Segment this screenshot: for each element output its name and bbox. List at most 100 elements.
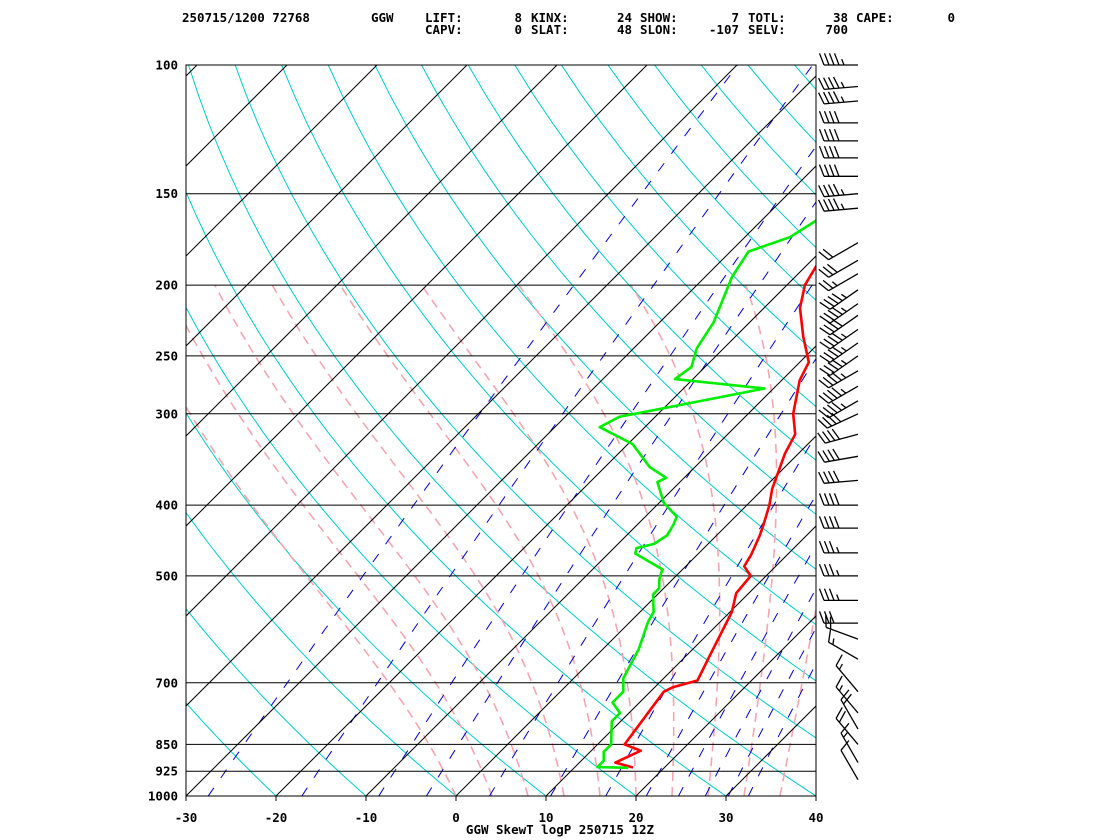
wind-barb — [818, 53, 858, 66]
isotherm — [186, 65, 738, 617]
wind-barb — [819, 355, 859, 376]
capv-label: CAPV: — [425, 22, 463, 37]
wind-barb — [817, 428, 859, 444]
pressure-tick-label: 850 — [155, 737, 178, 752]
mixing-ratio-line — [645, 494, 816, 796]
wind-barb — [819, 328, 859, 350]
dry-adiabat — [281, 65, 816, 682]
dry-adiabat — [560, 65, 816, 354]
wind-barb — [835, 707, 859, 745]
dry-adiabat — [186, 702, 277, 796]
pressure-tick-label: 500 — [155, 568, 178, 583]
kinx-value: 24 — [616, 10, 632, 25]
wind-barb — [818, 273, 859, 292]
isotherm — [186, 75, 816, 707]
wind-barb — [818, 198, 859, 212]
dry-adiabat — [188, 65, 816, 796]
dewpoint-profile — [596, 219, 816, 770]
dry-adiabat — [747, 65, 816, 143]
isobars — [186, 64, 816, 797]
header-row-2: CAPV: 0 SLAT: 48 SLON: -107 SELV: 700 — [0, 22, 1120, 37]
wind-barb — [818, 110, 858, 124]
isotherm — [186, 165, 816, 796]
wind-barb — [819, 314, 859, 336]
pressure-tick-label: 100 — [155, 58, 178, 73]
dry-adiabat — [186, 511, 457, 796]
temperature-tick-label: 40 — [808, 810, 823, 825]
wind-barb — [818, 493, 858, 506]
dry-adiabat — [934, 65, 1120, 796]
isotherm — [0, 65, 107, 796]
lift-label: LIFT: — [425, 10, 463, 25]
slon-value: -107 — [708, 22, 739, 37]
isotherm — [365, 345, 816, 796]
wind-barb — [818, 588, 858, 602]
moist-adiabat — [518, 284, 675, 796]
temperature-tick-label: 10 — [538, 810, 553, 825]
wind-barb — [818, 259, 859, 278]
wind-barb — [818, 242, 859, 261]
isotherm — [186, 65, 288, 167]
pressure-tick-labels: 100 150 200 250 300 400 500 700 850 925 1000 — [148, 58, 178, 804]
dry-adiabat — [607, 65, 816, 301]
moist-adiabat — [743, 284, 778, 796]
moist-adiabat — [779, 603, 816, 796]
totl-value: 38 — [832, 10, 848, 25]
isotherm — [186, 65, 648, 527]
dry-adiabat — [888, 65, 1120, 796]
sounding-profiles — [596, 219, 816, 770]
mixing-ratio-line — [550, 357, 816, 796]
totl-label: TOTL: — [748, 10, 786, 25]
wind-barb — [827, 629, 859, 660]
slat-value: 48 — [616, 22, 632, 37]
moist-adiabat — [186, 405, 457, 796]
wind-barb — [818, 164, 858, 177]
mixing-ratio-line — [489, 278, 816, 796]
mixing-ratio-line — [378, 145, 816, 796]
temperature-tick-label: -30 — [175, 810, 198, 825]
isotherm — [186, 65, 378, 257]
isotherm — [186, 65, 468, 347]
moist-adiabat — [339, 284, 601, 796]
wind-barb — [825, 614, 859, 640]
dry-adiabat — [186, 412, 547, 796]
wind-barb — [818, 76, 859, 91]
isotherm — [545, 525, 816, 796]
station-date-label: 250715/1200 72768 — [182, 10, 310, 25]
slon-label: SLON: — [640, 22, 678, 37]
selv-value: 700 — [825, 22, 848, 37]
moist-adiabat — [214, 284, 529, 796]
wind-barb — [840, 722, 859, 763]
cape-value: 0 — [947, 10, 955, 25]
dry-adiabat — [654, 65, 816, 249]
moist-adiabat — [630, 284, 721, 796]
temperature-tick-label: 30 — [718, 810, 733, 825]
wind-barb — [819, 342, 859, 363]
wind-barb — [818, 128, 858, 142]
temperature-tick-label: 0 — [452, 810, 460, 825]
header-row-1: 250715/1200 72768 GGW LIFT: 8 KINX: 24 S… — [0, 10, 1120, 25]
show-label: SHOW: — [640, 10, 678, 25]
mixing-ratio-line — [747, 662, 816, 796]
mixing-ratio-line — [425, 201, 816, 796]
temperature-tick-label: 20 — [628, 810, 643, 825]
wind-barb — [818, 370, 859, 389]
selv-label: SELV: — [748, 22, 786, 37]
wind-barb — [818, 91, 859, 105]
moist-adiabat — [186, 323, 493, 796]
wind-barb — [818, 400, 859, 419]
pressure-tick-label: 200 — [155, 278, 178, 293]
isotherm — [815, 795, 816, 796]
pressure-tick-label: 400 — [155, 498, 178, 513]
wind-barb — [835, 654, 859, 693]
wind-barb — [835, 675, 859, 714]
mixing-ratio-line — [727, 627, 816, 796]
wind-barb — [819, 289, 859, 310]
wind-barb — [840, 689, 859, 730]
wind-barb — [818, 385, 859, 404]
lift-value: 8 — [514, 10, 522, 25]
wind-barb — [818, 183, 859, 198]
show-value: 7 — [731, 10, 739, 25]
wind-barb — [818, 563, 858, 577]
station-id-label: GGW — [371, 10, 394, 25]
